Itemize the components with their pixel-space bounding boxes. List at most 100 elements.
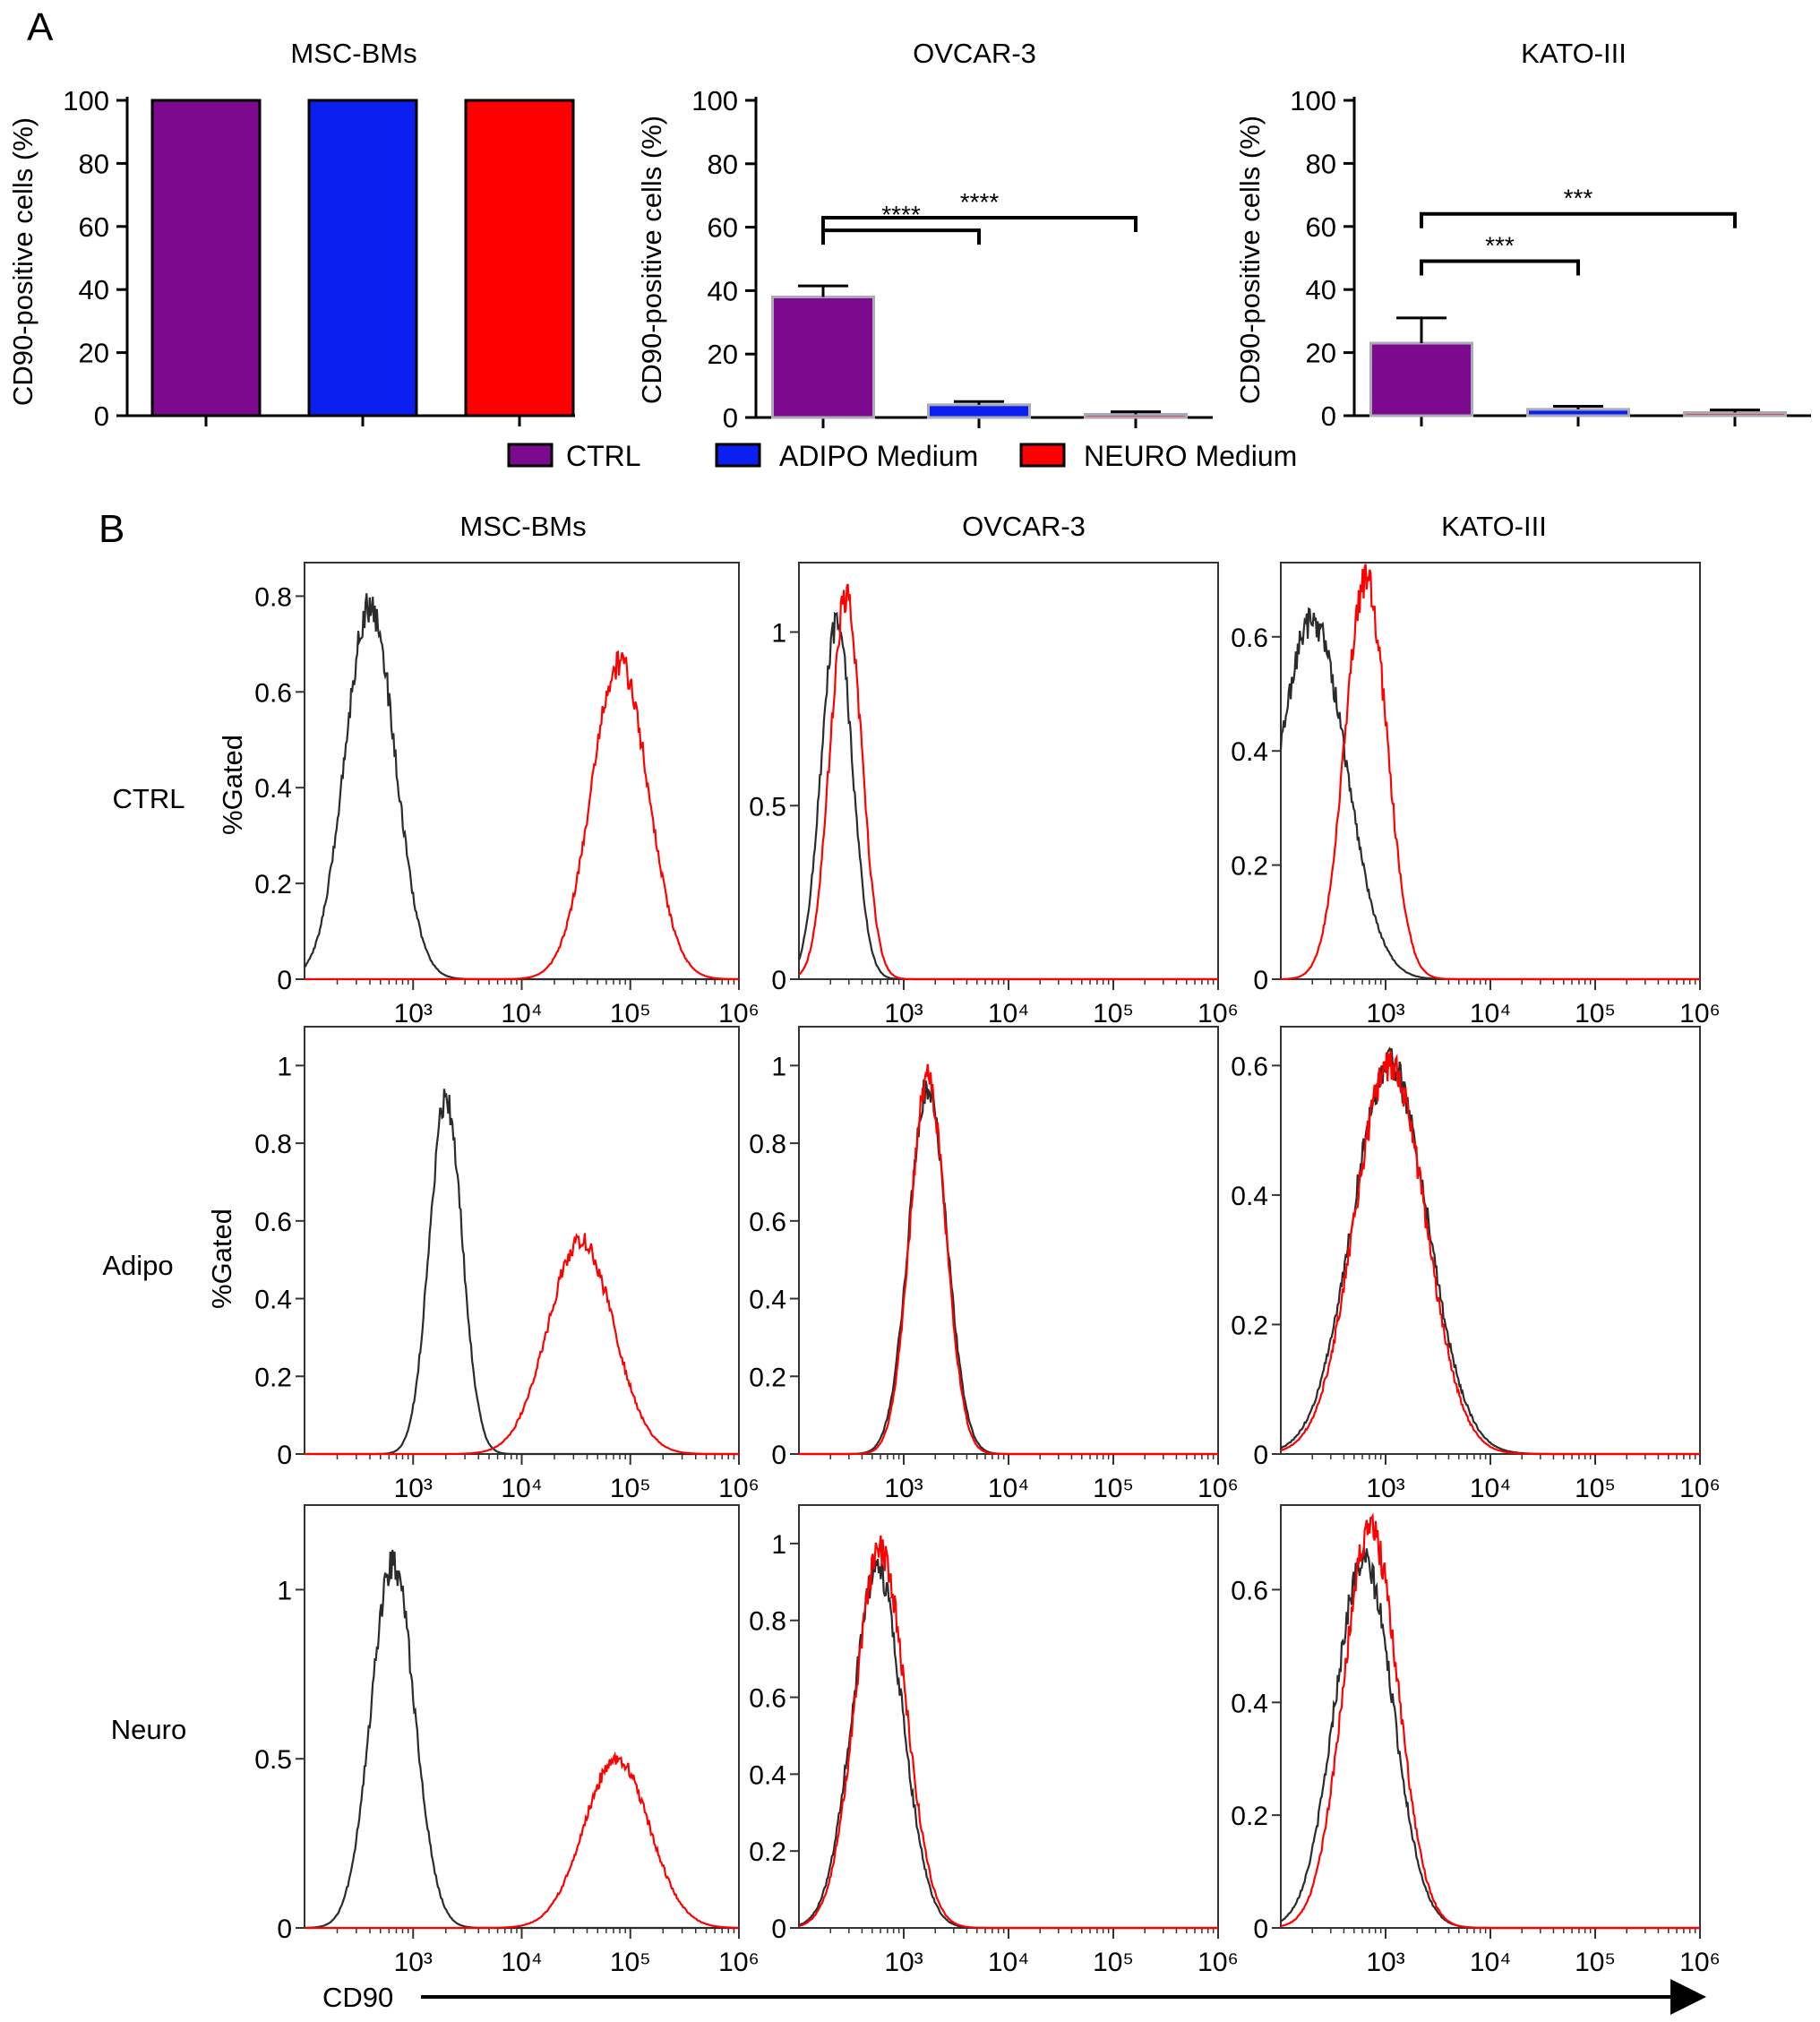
y-tick-label: 80 [1306,148,1336,179]
bar [464,99,575,417]
y-tick-label: 0.6 [1231,1576,1268,1605]
significance-bracket [821,228,981,245]
histogram-adipo-msc-bms: 0 0.2 0.4 0.6 0.8 1 10³ 10⁴ 10⁵ 10⁶ [254,1026,760,1503]
plot-frame [304,1504,740,1929]
y-tick-label: 0 [1253,1441,1268,1470]
treated-histogram-curve [799,1063,1218,1456]
x-tick-label: 10⁶ [1679,1948,1721,1977]
legend-swatch [507,443,554,468]
y-tick-label: 0 [277,1914,292,1944]
y-tick-label: 60 [1306,211,1336,243]
x-tick-label: 10³ [1366,1948,1404,1977]
treated-histogram-curve [305,1233,739,1456]
y-tick-label: 0 [771,1914,786,1944]
bar-chart-1: OVCAR-3 CD90-positive cells (%) 0 20 40 60 80 1… [636,38,1213,434]
y-tick-label: 0.6 [254,678,292,708]
x-tick-label: 10⁶ [718,999,760,1028]
y-tick-label: 0 [94,400,109,432]
y-tick-label: 0.6 [1231,1052,1268,1081]
y-tick-label: 40 [1306,274,1336,305]
bar-chart-0: MSC-BMs CD90-positive cells (%) 0 20 40 60 80 1… [7,38,575,432]
x-tick-label: 10⁴ [501,1474,542,1503]
bar [1526,408,1630,417]
x-tick-label: 10⁵ [1093,999,1134,1028]
y-tick-label: 0.2 [1231,852,1268,882]
treated-histogram-curve [305,1751,739,1930]
y-tick-label: 0.6 [749,1684,786,1714]
x-tick-label: 10⁵ [610,1948,651,1977]
y-tick-label: 0.8 [749,1607,786,1637]
x-tick-label: 10⁶ [718,1948,760,1977]
plot-frame [1280,1504,1701,1929]
bar [1084,412,1188,419]
x-tick-label: 10⁴ [1470,999,1511,1028]
y-tick-label: 0 [1253,1914,1268,1944]
plot-frame [1280,562,1701,980]
panel-a: A MSC-BMs CD90-positive cells (%) 0 20 40 60 8… [7,5,1811,472]
plot-frame [304,1026,740,1455]
x-tick-label: 10⁶ [1198,1948,1239,1977]
y-tick-label: 0 [723,402,738,434]
bar [307,99,418,417]
control-histogram-curve [1279,607,1700,981]
y-tick-label: 1 [771,1530,786,1560]
bar [150,99,262,417]
x-tick-label: 10⁵ [1093,1474,1134,1503]
control-histogram-curve [797,611,1218,981]
y-tick-label: 60 [79,211,109,243]
histogram-neuro-msc-bms: 0 0.5 1 10³ 10⁴ 10⁵ 10⁶ [254,1504,760,1977]
significance-label: **** [881,201,921,228]
y-tick-label: 0 [277,1441,292,1470]
x-tick-label: 10⁶ [1198,1474,1239,1503]
y-tick-label: 1 [277,1576,292,1605]
histogram-ctrl-kato-iii: 0 0.2 0.4 0.6 10³ 10⁴ 10⁵ 10⁶ [1231,562,1721,1028]
y-axis-label-gated-ctrl: %Gated [217,735,248,835]
y-tick-label: 0.8 [749,1130,786,1159]
plot-frame [1280,1026,1701,1455]
y-tick-label: 0.2 [749,1837,786,1867]
y-tick-label: 0.4 [254,1286,292,1315]
significance-label: *** [1564,185,1593,212]
x-tick-label: 10⁵ [1575,1474,1616,1503]
y-tick-label: 0.5 [254,1745,292,1775]
legend-swatch [715,443,761,468]
treated-histogram-curve [798,583,1218,981]
histogram-neuro-kato-iii: 0 0.2 0.4 0.6 10³ 10⁴ 10⁵ 10⁶ [1231,1504,1721,1977]
cd90-arrow-head [1670,1979,1706,2015]
x-tick-label: 10⁵ [1575,999,1616,1028]
y-tick-label: 60 [708,212,738,244]
significance-bracket [1420,259,1580,276]
y-tick-label: 20 [1306,338,1336,369]
y-tick-label: 0.6 [749,1208,786,1237]
y-tick-label: 0.2 [749,1363,786,1392]
bar [927,403,1031,419]
plot-frame [798,562,1219,980]
y-axis-label-gated-adipo: %Gated [206,1209,237,1309]
bar-charts: MSC-BMs CD90-positive cells (%) 0 20 40 60 80 1… [7,38,1811,434]
x-tick-label: 10⁵ [610,1474,651,1503]
y-tick-label: 1 [771,1052,786,1081]
y-axis-label: CD90-positive cells (%) [7,117,39,406]
y-tick-label: 20 [79,338,109,369]
x-tick-label: 10⁵ [1093,1948,1134,1977]
x-tick-label: 10⁶ [1679,999,1721,1028]
x-tick-label: 10³ [394,1474,433,1503]
y-tick-label: 0.2 [254,870,292,899]
x-tick-label: 10³ [394,999,433,1028]
y-axis-label: CD90-positive cells (%) [1234,116,1266,404]
y-tick-label: 0 [1321,400,1336,432]
histogram-adipo-kato-iii: 0 0.2 0.4 0.6 10³ 10⁴ 10⁵ 10⁶ [1231,1026,1721,1503]
bar-chart-2: KATO-III CD90-positive cells (%) 0 20 40 60 80… [1234,38,1811,432]
histogram-ctrl-msc-bms: 0 0.2 0.4 0.6 0.8 10³ 10⁴ 10⁵ 10⁶ [254,562,760,1028]
bar [1683,410,1787,417]
y-tick-label: 0.8 [254,1130,292,1159]
y-tick-label: 0.4 [1231,1182,1268,1211]
y-tick-label: 0 [1253,966,1268,995]
y-tick-label: 20 [708,339,738,370]
treated-histogram-curve [305,650,740,981]
y-tick-label: 0 [771,1441,786,1470]
x-tick-label: 10⁴ [988,1948,1029,1977]
histogram-ctrl-ovcar-3: 0 0.5 1 10³ 10⁴ 10⁵ 10⁶ [749,562,1239,1028]
y-tick-label: 0.2 [1231,1311,1268,1340]
